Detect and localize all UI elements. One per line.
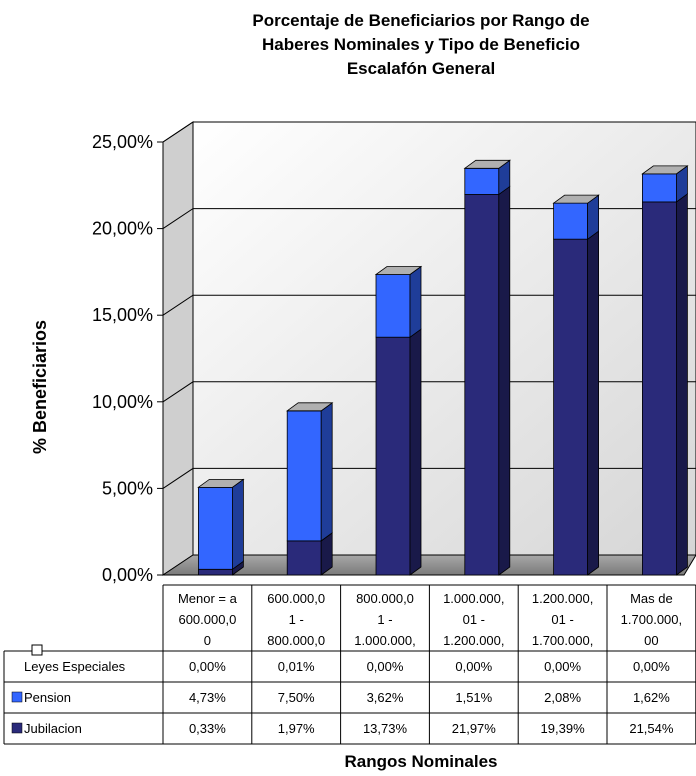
bar-pension-5 [553,202,588,240]
bar-pension-2 [286,410,322,542]
gridline-2 [162,381,696,403]
data-label-jubilacion-2: 1,97% [278,721,315,736]
data-label-jubilacion-5: 19,39% [541,721,586,736]
back-wall [192,121,696,556]
data-label-jubilacion-6: 21,54% [629,721,674,736]
bar-jubilacion-4 [464,194,500,576]
data-label-pension-5: 2,08% [544,690,581,705]
data-label-jubilacion-1: 0,33% [189,721,226,736]
data-label-leyes-especiales-4: 0,00% [455,659,492,674]
category-label-3-1: 800.000,0 [356,591,414,606]
data-label-pension-4: 1,51% [455,690,492,705]
bar-top-2 [285,402,334,412]
category-label-2-1: 600.000,0 [267,591,325,606]
bar-jubilacion-1 [197,568,233,576]
data-table: Menor = a 600.000,0 0 600.000,0 1 - 800.000,0… [3,584,696,745]
category-label-4-2: 01 - [463,612,485,627]
bar-group-5 [552,194,600,576]
category-label-6-3: 00 [644,633,658,648]
bar-side-pension-1 [231,478,244,571]
bar-side-jubilacion-4 [498,185,511,576]
category-label-5-1: 1.200.000, [532,591,593,606]
chart-title-line-3: Escalafón General [347,59,495,78]
gridline-1 [162,467,696,489]
data-label-jubilacion-3: 13,73% [363,721,408,736]
bar-jubilacion-5 [553,238,588,576]
legend-swatch-3 [11,722,23,734]
bar-top-5 [552,194,600,204]
bar-side-jubilacion-3 [409,328,422,576]
bar-pension-3 [375,274,411,338]
category-label-4-3: 1.200.000, [443,633,504,648]
bar-group-6 [641,165,689,576]
bar-side-jubilacion-6 [676,193,688,576]
bar-jubilacion-6 [642,201,677,576]
data-label-pension-2: 7,50% [278,690,315,705]
data-label-leyes-especiales-2: 0,01% [278,659,315,674]
category-label-1-1: Menor = a [178,591,238,606]
category-label-3-2: 1 - [377,612,392,627]
chart-title: Porcentaje de Beneficiarios por Rango de… [252,11,589,78]
data-label-pension-3: 3,62% [367,690,404,705]
x-axis-label: Rangos Nominales [344,752,497,771]
legend-swatch-1 [31,644,43,656]
legend-label-3: Jubilacion [24,721,82,736]
category-label-5-2: 01 - [551,612,573,627]
bar-top-6 [641,165,689,175]
category-label-6-1: Mas de [630,591,673,606]
category-label-6-2: 1.700.000, [621,612,682,627]
bar-group-3 [374,265,423,576]
category-label-4-1: 1.000.000, [443,591,504,606]
data-label-pension-1: 4,73% [189,690,226,705]
data-label-leyes-especiales-6: 0,00% [633,659,670,674]
bar-side-pension-2 [320,402,333,542]
bar-side-pension-3 [409,265,422,338]
side-wall [162,121,194,576]
data-label-leyes-especiales-1: 0,00% [189,659,226,674]
y-tick-label-5: 25,00% [92,132,153,152]
plot-walls [161,121,696,576]
y-axis-ticks: 0,00% 5,00% 10,00% 15,00% 20,00% 25,00% [92,132,163,585]
data-label-pension-6: 1,62% [633,690,670,705]
chart-title-line-1: Porcentaje de Beneficiarios por Rango de [252,11,589,30]
legend-label-2: Pension [24,690,71,705]
bar-jubilacion-2 [286,540,322,576]
gridline-4 [162,208,696,230]
data-label-jubilacion-4: 21,97% [452,721,497,736]
category-label-1-3: 0 [204,633,211,648]
y-tick-label-3: 15,00% [92,305,153,325]
y-axis-label: % Beneficiarios [30,320,50,454]
legend-swatch-2 [11,691,23,703]
gridlines [162,121,696,489]
chart-title-line-2: Haberes Nominales y Tipo de Beneficio [262,35,580,54]
gridline-5 [162,121,696,143]
bar-pension-1 [197,486,233,570]
bars [197,159,689,576]
bar-group-4 [463,159,512,576]
bar-group-1 [197,478,245,576]
gridline-3 [162,294,696,316]
category-label-3-3: 1.000.000, [354,633,415,648]
bar-group-2 [285,402,334,576]
y-tick-label-2: 10,00% [92,392,153,412]
data-label-leyes-especiales-3: 0,00% [367,659,404,674]
bar-jubilacion-3 [375,336,411,576]
bar-top-4 [463,159,512,169]
y-tick-label-4: 20,00% [92,219,153,239]
y-tick-label-1: 5,00% [102,478,153,498]
bar-side-jubilacion-5 [587,230,599,576]
y-tick-label-0: 0,00% [102,565,153,585]
category-label-5-3: 1.700.000, [532,633,593,648]
bar-top-3 [374,266,423,275]
legend-label-1: Leyes Especiales [24,659,126,674]
category-label-1-2: 600.000,0 [178,612,236,627]
category-label-2-3: 800.000,0 [267,633,325,648]
bar-pension-4 [464,167,500,195]
bar-top-1 [197,478,245,488]
category-label-2-2: 1 - [289,612,304,627]
data-label-leyes-especiales-5: 0,00% [544,659,581,674]
bar-pension-6 [642,173,677,203]
